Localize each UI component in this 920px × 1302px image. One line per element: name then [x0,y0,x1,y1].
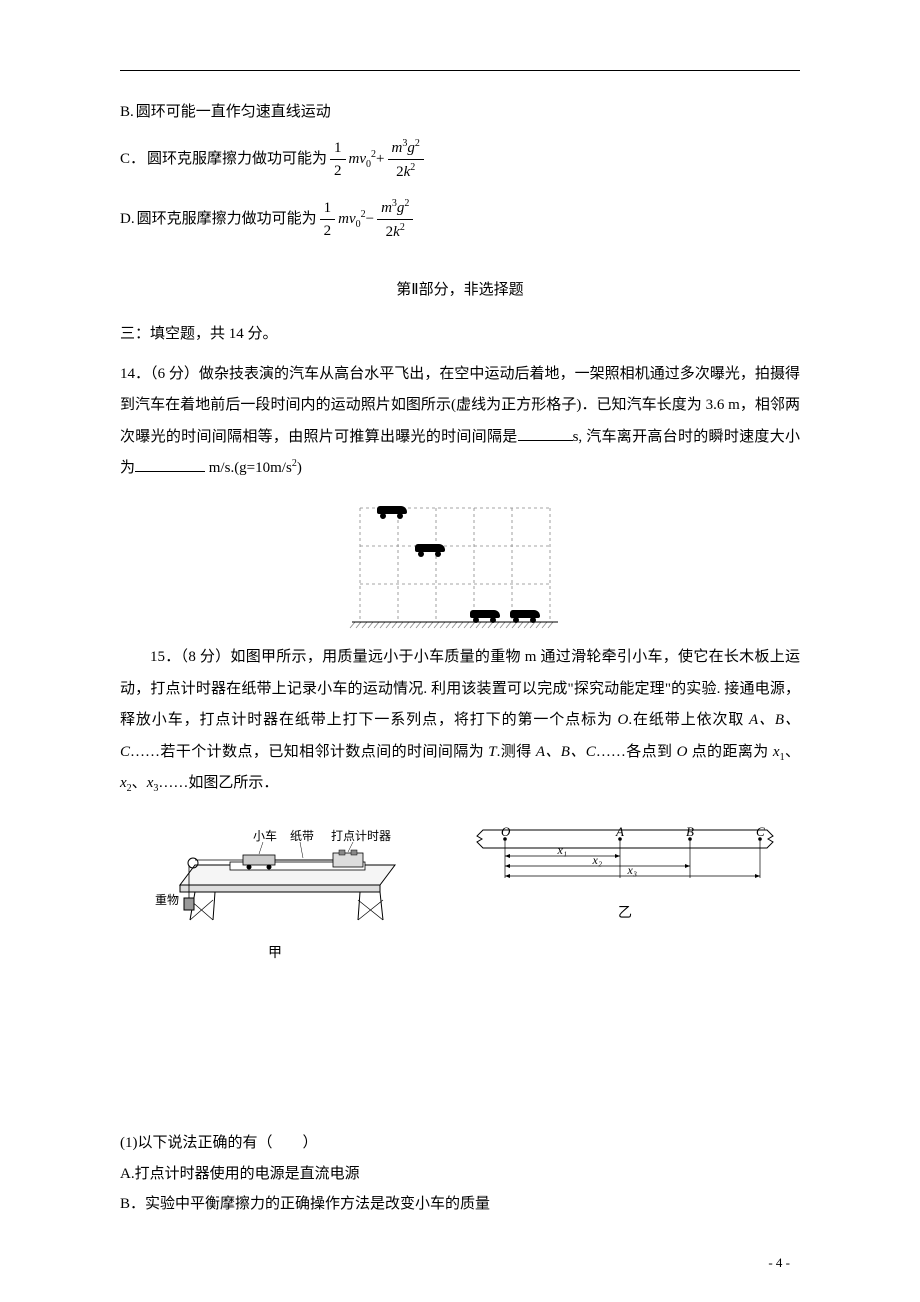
svg-text:打点计时器: 打点计时器 [331,829,391,843]
option-d-frac2: m3g2 2k2 [377,196,413,244]
car-grid-svg [310,500,610,630]
svg-text:A: A [615,824,624,839]
svg-text:x₃: x₃ [627,863,638,877]
option-c: C． 圆环克服摩擦力做功可能为 1 2 mv02 + m3g2 2k2 [120,136,800,184]
svg-text:小车: 小车 [253,828,277,843]
section-2-title: 第Ⅱ部分，非选择题 [120,279,800,302]
q15-options: (1)以下说法正确的有（ ） A.打点计时器使用的电源是直流电源 B．实验中平衡… [120,1132,800,1216]
option-b-label: B. [120,101,134,124]
q15-text: 15．（8 分）如图甲所示，用质量远小于小车质量的重物 m 通过滑轮牵引小车，使… [120,642,800,800]
apparatus-a-svg: 小车纸带 打点计时器重物 [135,820,415,930]
option-c-mv: mv02 [349,147,377,172]
svg-text:重物: 重物 [155,893,179,907]
option-d-prefix: 圆环克服摩擦力做功可能为 [137,208,317,231]
q14-blank2 [135,457,205,472]
apparatus-fig-a: 小车纸带 打点计时器重物 甲 [135,820,415,965]
option-c-sign: + [376,148,384,171]
apparatus-fig-b: O A B Cx₁ x₂ x₃ 乙 [465,820,785,925]
option-d: D. 圆环克服摩擦力做功可能为 1 2 mv02 − m3g2 2k2 [120,196,800,244]
fig-a-caption: 甲 [135,943,415,964]
option-b-text: 圆环可能一直作匀速直线运动 [136,101,331,124]
spacer [120,974,800,1124]
q14-text: 14．（6 分）做杂技表演的汽车从高台水平飞出，在空中运动后着地，一架照相机通过… [120,359,800,485]
q15-1-opt-b: B．实验中平衡摩擦力的正确操作方法是改变小车的质量 [120,1193,800,1216]
svg-text:x₂: x₂ [592,853,603,867]
car-icon [375,506,409,518]
q14-blank1 [518,426,573,441]
option-d-label: D. [120,208,135,231]
apparatus-b-svg: O A B Cx₁ x₂ x₃ [465,820,785,890]
option-b: B. 圆环可能一直作匀速直线运动 [120,101,800,124]
option-d-sign: − [366,208,374,231]
option-d-mv: mv02 [338,207,366,232]
car-icon [508,610,542,622]
option-c-frac2: m3g2 2k2 [388,136,424,184]
q14-diagram [120,500,800,628]
apparatus-row: 小车纸带 打点计时器重物 甲 O A B Cx₁ x₂ x₃ 乙 [120,820,800,965]
car-icon [468,610,502,622]
page-number: - 4 - [768,1253,790,1273]
svg-text:C: C [756,824,765,839]
option-c-frac1: 1 2 [330,137,346,183]
q15-1-opt-a: A.打点计时器使用的电源是直流电源 [120,1163,800,1186]
option-c-label: C． [120,148,145,171]
q15-1-stem: (1)以下说法正确的有（ ） [120,1132,800,1155]
svg-text:O: O [501,824,511,839]
car-icon [413,544,447,556]
option-c-prefix: 圆环克服摩擦力做功可能为 [147,148,327,171]
top-rule [120,70,800,71]
svg-text:纸带: 纸带 [290,829,314,843]
svg-text:x₁: x₁ [557,843,568,857]
section-3-title: 三：填空题，共 14 分。 [120,319,800,351]
svg-text:B: B [686,824,694,839]
option-d-frac1: 1 2 [320,197,336,243]
fig-b-caption: 乙 [465,903,785,924]
